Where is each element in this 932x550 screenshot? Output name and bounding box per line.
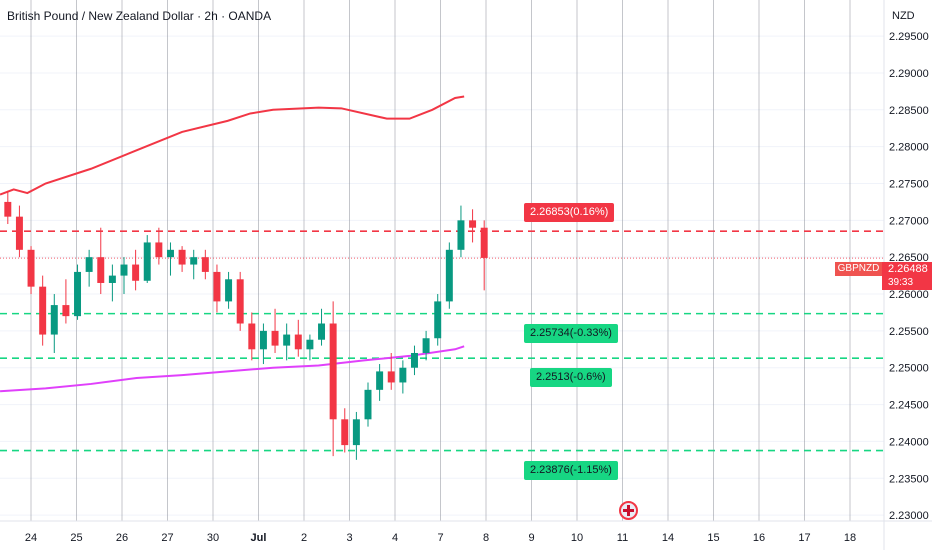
- candle-body: [213, 271, 221, 302]
- y-tick-label: 2.25500: [889, 326, 929, 338]
- x-tick-label: 30: [207, 532, 219, 544]
- last-price-tag: 2.26488 39:33: [882, 262, 932, 290]
- y-tick-label: 2.26500: [889, 252, 929, 264]
- y-tick-label: 2.28000: [889, 142, 929, 154]
- y-tick-label: 2.25000: [889, 363, 929, 375]
- x-tick-label: Jul: [251, 532, 267, 544]
- candle-body: [143, 242, 151, 281]
- x-tick-label: 16: [753, 532, 765, 544]
- level-label: 2.25734(-0.33%): [524, 323, 618, 343]
- candle-body: [434, 301, 442, 339]
- uk-flag-event-icon[interactable]: [619, 501, 638, 520]
- x-tick-label: 26: [116, 532, 128, 544]
- y-tick-label: 2.24000: [889, 436, 929, 448]
- candle-body: [4, 201, 12, 217]
- candle-body: [74, 271, 82, 317]
- candle-body: [120, 264, 128, 276]
- candle-body: [132, 264, 140, 281]
- moving-average-line: [0, 95, 465, 196]
- y-tick-label: 2.27000: [889, 215, 929, 227]
- candle-body: [108, 275, 116, 283]
- candle-body: [457, 220, 465, 250]
- symbol-label-text: GBPNZD: [835, 262, 882, 276]
- y-tick-label: 2.29500: [889, 31, 929, 43]
- y-tick-label: 2.24500: [889, 400, 929, 412]
- x-tick-label: 27: [161, 532, 173, 544]
- x-tick-label: 2: [301, 532, 307, 544]
- candle-body: [352, 419, 360, 446]
- candle-body: [329, 323, 337, 420]
- y-tick-label: 2.23000: [889, 510, 929, 522]
- last-price-value: 2.26488: [888, 263, 928, 275]
- y-tick-label: 2.26000: [889, 289, 929, 301]
- candle-body: [178, 249, 186, 265]
- candle-body: [399, 367, 407, 383]
- x-tick-label: 7: [437, 532, 443, 544]
- candle-body: [283, 334, 291, 346]
- candle-body: [422, 338, 430, 353]
- candle-body: [155, 242, 163, 258]
- level-label: 2.23876(-1.15%): [524, 460, 618, 480]
- candle-body: [445, 249, 453, 302]
- candle-body: [294, 334, 302, 350]
- candle-body: [318, 323, 326, 340]
- candle-body: [225, 279, 233, 302]
- chart-title: British Pound / New Zealand Dollar · 2h …: [7, 9, 272, 23]
- y-tick-label: 2.29000: [889, 68, 929, 80]
- candle-body: [190, 257, 198, 265]
- x-tick-label: 17: [798, 532, 810, 544]
- x-tick-label: 8: [483, 532, 489, 544]
- x-tick-label: 25: [70, 532, 82, 544]
- candle-body: [341, 419, 349, 446]
- candle-body: [201, 257, 209, 272]
- candle-body: [166, 249, 174, 258]
- candle-body: [85, 257, 93, 272]
- x-tick-label: 3: [346, 532, 352, 544]
- candle-body: [236, 279, 244, 324]
- candle-body: [50, 305, 58, 335]
- symbol-label: GBPNZD: [835, 262, 882, 276]
- x-tick-label: 11: [617, 532, 628, 544]
- x-tick-label: 18: [844, 532, 856, 544]
- candle-body: [248, 323, 256, 350]
- candle-body: [97, 257, 105, 283]
- x-tick-label: 15: [707, 532, 719, 544]
- candle-body: [39, 286, 47, 335]
- x-tick-label: 14: [662, 532, 674, 544]
- candle-body: [387, 371, 395, 383]
- level-label: 2.26853(0.16%): [524, 203, 615, 223]
- x-tick-label: 9: [528, 532, 534, 544]
- x-tick-label: 10: [571, 532, 583, 544]
- candle-body: [376, 371, 384, 390]
- candle-body: [480, 227, 488, 258]
- candle-body: [259, 330, 267, 350]
- x-tick-label: 24: [25, 532, 37, 544]
- candle-body: [410, 352, 418, 368]
- candle-body: [469, 220, 477, 228]
- candle-body: [271, 330, 279, 346]
- candle-body: [306, 339, 314, 350]
- level-label: 2.2513(-0.6%): [530, 368, 612, 388]
- candle-body: [15, 216, 23, 250]
- y-tick-label: 2.23500: [889, 473, 929, 485]
- candle-body: [364, 389, 372, 420]
- x-tick-label: 4: [392, 532, 398, 544]
- candle-body: [62, 305, 70, 317]
- bar-countdown-timer: 39:33: [888, 277, 914, 288]
- y-tick-label: 2.28500: [889, 105, 929, 117]
- currency-label: NZD: [892, 10, 915, 22]
- y-tick-label: 2.27500: [889, 178, 929, 190]
- candle-body: [27, 249, 35, 287]
